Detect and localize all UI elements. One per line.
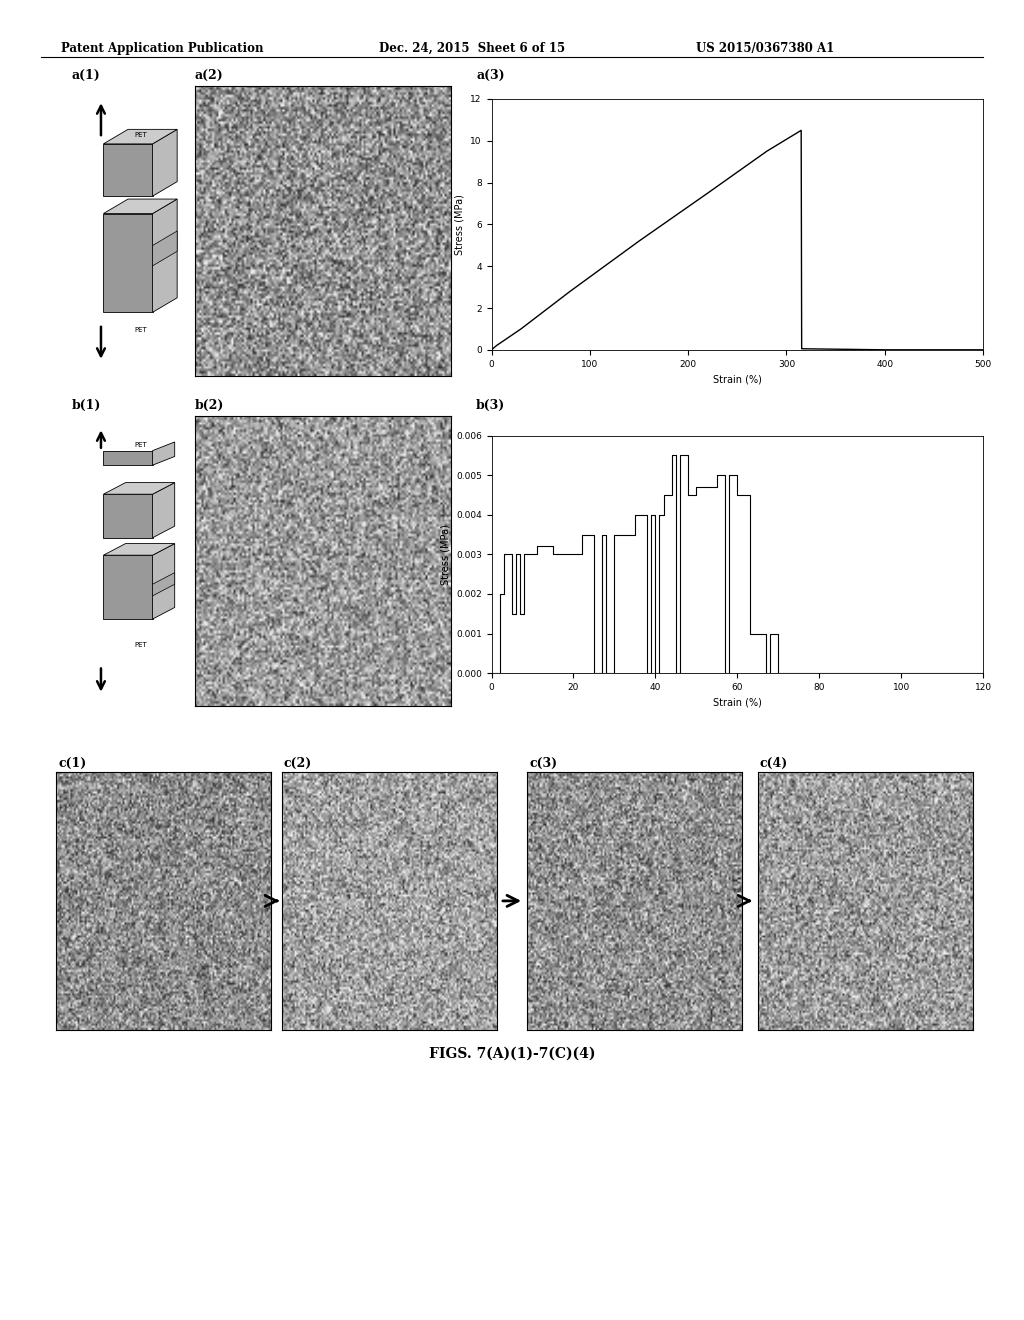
Text: Dec. 24, 2015  Sheet 6 of 15: Dec. 24, 2015 Sheet 6 of 15	[379, 42, 565, 55]
Polygon shape	[103, 199, 177, 214]
Text: Patent Application Publication: Patent Application Publication	[61, 42, 264, 55]
Polygon shape	[103, 483, 175, 494]
Polygon shape	[153, 573, 175, 595]
Text: c(3): c(3)	[529, 756, 557, 770]
Text: PET: PET	[134, 643, 146, 648]
Polygon shape	[153, 199, 177, 313]
Text: b(3): b(3)	[476, 399, 506, 412]
Polygon shape	[153, 231, 177, 265]
X-axis label: Strain (%): Strain (%)	[713, 697, 762, 708]
Text: b(2): b(2)	[195, 399, 224, 412]
Polygon shape	[103, 144, 153, 197]
Polygon shape	[153, 544, 175, 619]
Text: c(1): c(1)	[58, 756, 87, 770]
Text: c(4): c(4)	[760, 756, 788, 770]
Polygon shape	[103, 556, 153, 619]
Text: PET: PET	[134, 327, 146, 333]
Text: a(3): a(3)	[476, 69, 505, 82]
Polygon shape	[153, 129, 177, 197]
Text: US 2015/0367380 A1: US 2015/0367380 A1	[696, 42, 835, 55]
Polygon shape	[103, 494, 153, 537]
Polygon shape	[153, 442, 175, 465]
Text: a(1): a(1)	[72, 69, 100, 82]
Text: b(1): b(1)	[72, 399, 101, 412]
Y-axis label: Stress (MPa): Stress (MPa)	[440, 524, 451, 585]
X-axis label: Strain (%): Strain (%)	[713, 374, 762, 384]
Text: FIGS. 7(A)(1)-7(C)(4): FIGS. 7(A)(1)-7(C)(4)	[429, 1047, 595, 1061]
Polygon shape	[103, 214, 153, 313]
Text: PET: PET	[134, 442, 146, 447]
Polygon shape	[103, 544, 175, 556]
Polygon shape	[103, 450, 153, 465]
Text: c(2): c(2)	[284, 756, 312, 770]
Y-axis label: Stress (MPa): Stress (MPa)	[455, 194, 465, 255]
Text: PET: PET	[134, 132, 146, 139]
Text: a(2): a(2)	[195, 69, 223, 82]
Polygon shape	[153, 483, 175, 537]
Polygon shape	[103, 129, 177, 144]
